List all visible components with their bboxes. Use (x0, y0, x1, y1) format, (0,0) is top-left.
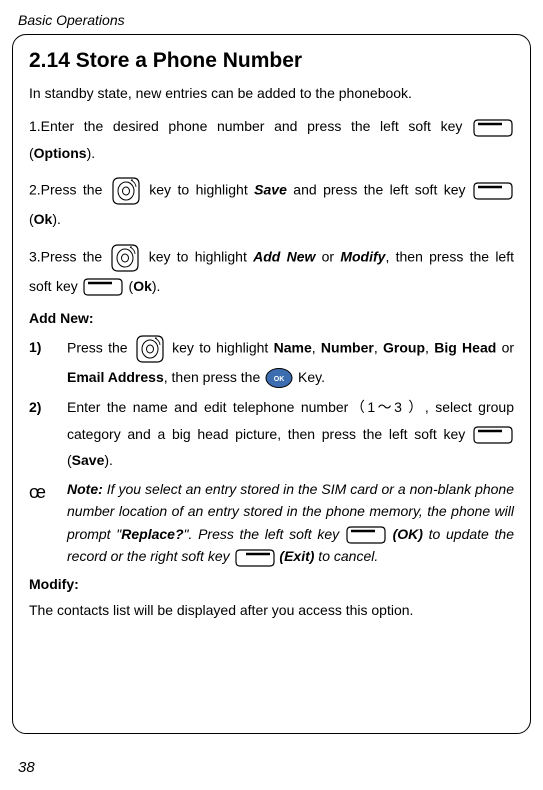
li1-big: Big Head (434, 339, 496, 355)
list-number: 1) (29, 334, 67, 391)
step3-text-d: ( (124, 278, 133, 294)
note-replace: Replace? (121, 526, 183, 542)
list-number: 2) (29, 394, 67, 474)
left-soft-key-icon (472, 425, 514, 445)
step3-or: or (315, 249, 340, 265)
modify-text: The contacts list will be displayed afte… (29, 600, 514, 620)
note-block: œ Note: If you select an entry stored in… (29, 478, 514, 568)
left-soft-key-icon (472, 181, 514, 201)
li1-name: Name (274, 339, 312, 355)
li1-group: Group (383, 339, 425, 355)
intro-text: In standby state, new entries can be add… (29, 83, 514, 103)
content-frame: 2.14 Store a Phone Number In standby sta… (12, 34, 531, 734)
step2-text-a: 2.Press the (29, 182, 109, 198)
note-b: ". Press the left soft key (184, 526, 345, 542)
page-header: Basic Operations (0, 0, 543, 34)
li1-d: , (374, 339, 383, 355)
step1-text-c: ). (87, 145, 96, 161)
left-soft-key-icon (82, 277, 124, 297)
step2-text-c: and press the left soft key (287, 182, 472, 198)
step2-text-b: key to highlight (143, 182, 254, 198)
note-ok: (OK) (393, 526, 423, 542)
step1-options: Options (34, 145, 87, 161)
step3-text-a: 3.Press the (29, 249, 108, 265)
modify-heading: Modify: (29, 576, 514, 592)
addnew-heading: Add New: (29, 310, 514, 326)
page-number: 38 (18, 759, 35, 776)
left-soft-key-icon (345, 525, 387, 545)
list-item-2: 2) Enter the name and edit telephone num… (29, 394, 514, 474)
li1-number: Number (321, 339, 374, 355)
step-1: 1.Enter the desired phone number and pre… (29, 113, 514, 166)
section-title: 2.14 Store a Phone Number (29, 49, 514, 73)
nav-key-icon (108, 243, 142, 273)
list-item-1: 1) Press the key to highlight Name, Numb… (29, 334, 514, 391)
svg-text:OK: OK (274, 376, 285, 383)
li1-e: , (425, 339, 434, 355)
step-2: 2.Press the key to highlight Save and pr… (29, 176, 514, 233)
note-f: to cancel. (314, 548, 378, 564)
li1-c: , (312, 339, 321, 355)
li2-c: ). (104, 452, 113, 468)
nav-key-icon (109, 176, 143, 206)
step-3: 3.Press the key to highlight Add New or … (29, 243, 514, 300)
step3-modify: Modify (340, 249, 385, 265)
note-bullet-icon: œ (29, 478, 67, 568)
li1-h: Key. (294, 369, 325, 385)
left-soft-key-icon (472, 118, 514, 138)
note-exit: (Exit) (279, 548, 314, 564)
step2-save: Save (254, 182, 287, 198)
li1-email: Email Address (67, 369, 164, 385)
step3-text-b: key to highlight (142, 249, 253, 265)
ok-key-icon: OK (264, 367, 294, 389)
li2-a: Enter the name and edit telephone number… (67, 399, 514, 442)
li2-save: Save (72, 452, 105, 468)
right-soft-key-icon (234, 548, 276, 568)
li1-b: key to highlight (167, 339, 274, 355)
step1-text-a: 1.Enter the desired phone number and pre… (29, 118, 472, 134)
li1-f: or (496, 339, 514, 355)
li1-a: Press the (67, 339, 133, 355)
note-label: Note: (67, 481, 103, 497)
step2-ok: Ok (34, 211, 53, 227)
step2-text-e: ). (52, 211, 61, 227)
nav-key-icon (133, 334, 167, 364)
li1-g: , then press the (164, 369, 264, 385)
step3-addnew: Add New (253, 249, 315, 265)
step3-text-e: ). (152, 278, 161, 294)
step3-ok: Ok (133, 278, 152, 294)
